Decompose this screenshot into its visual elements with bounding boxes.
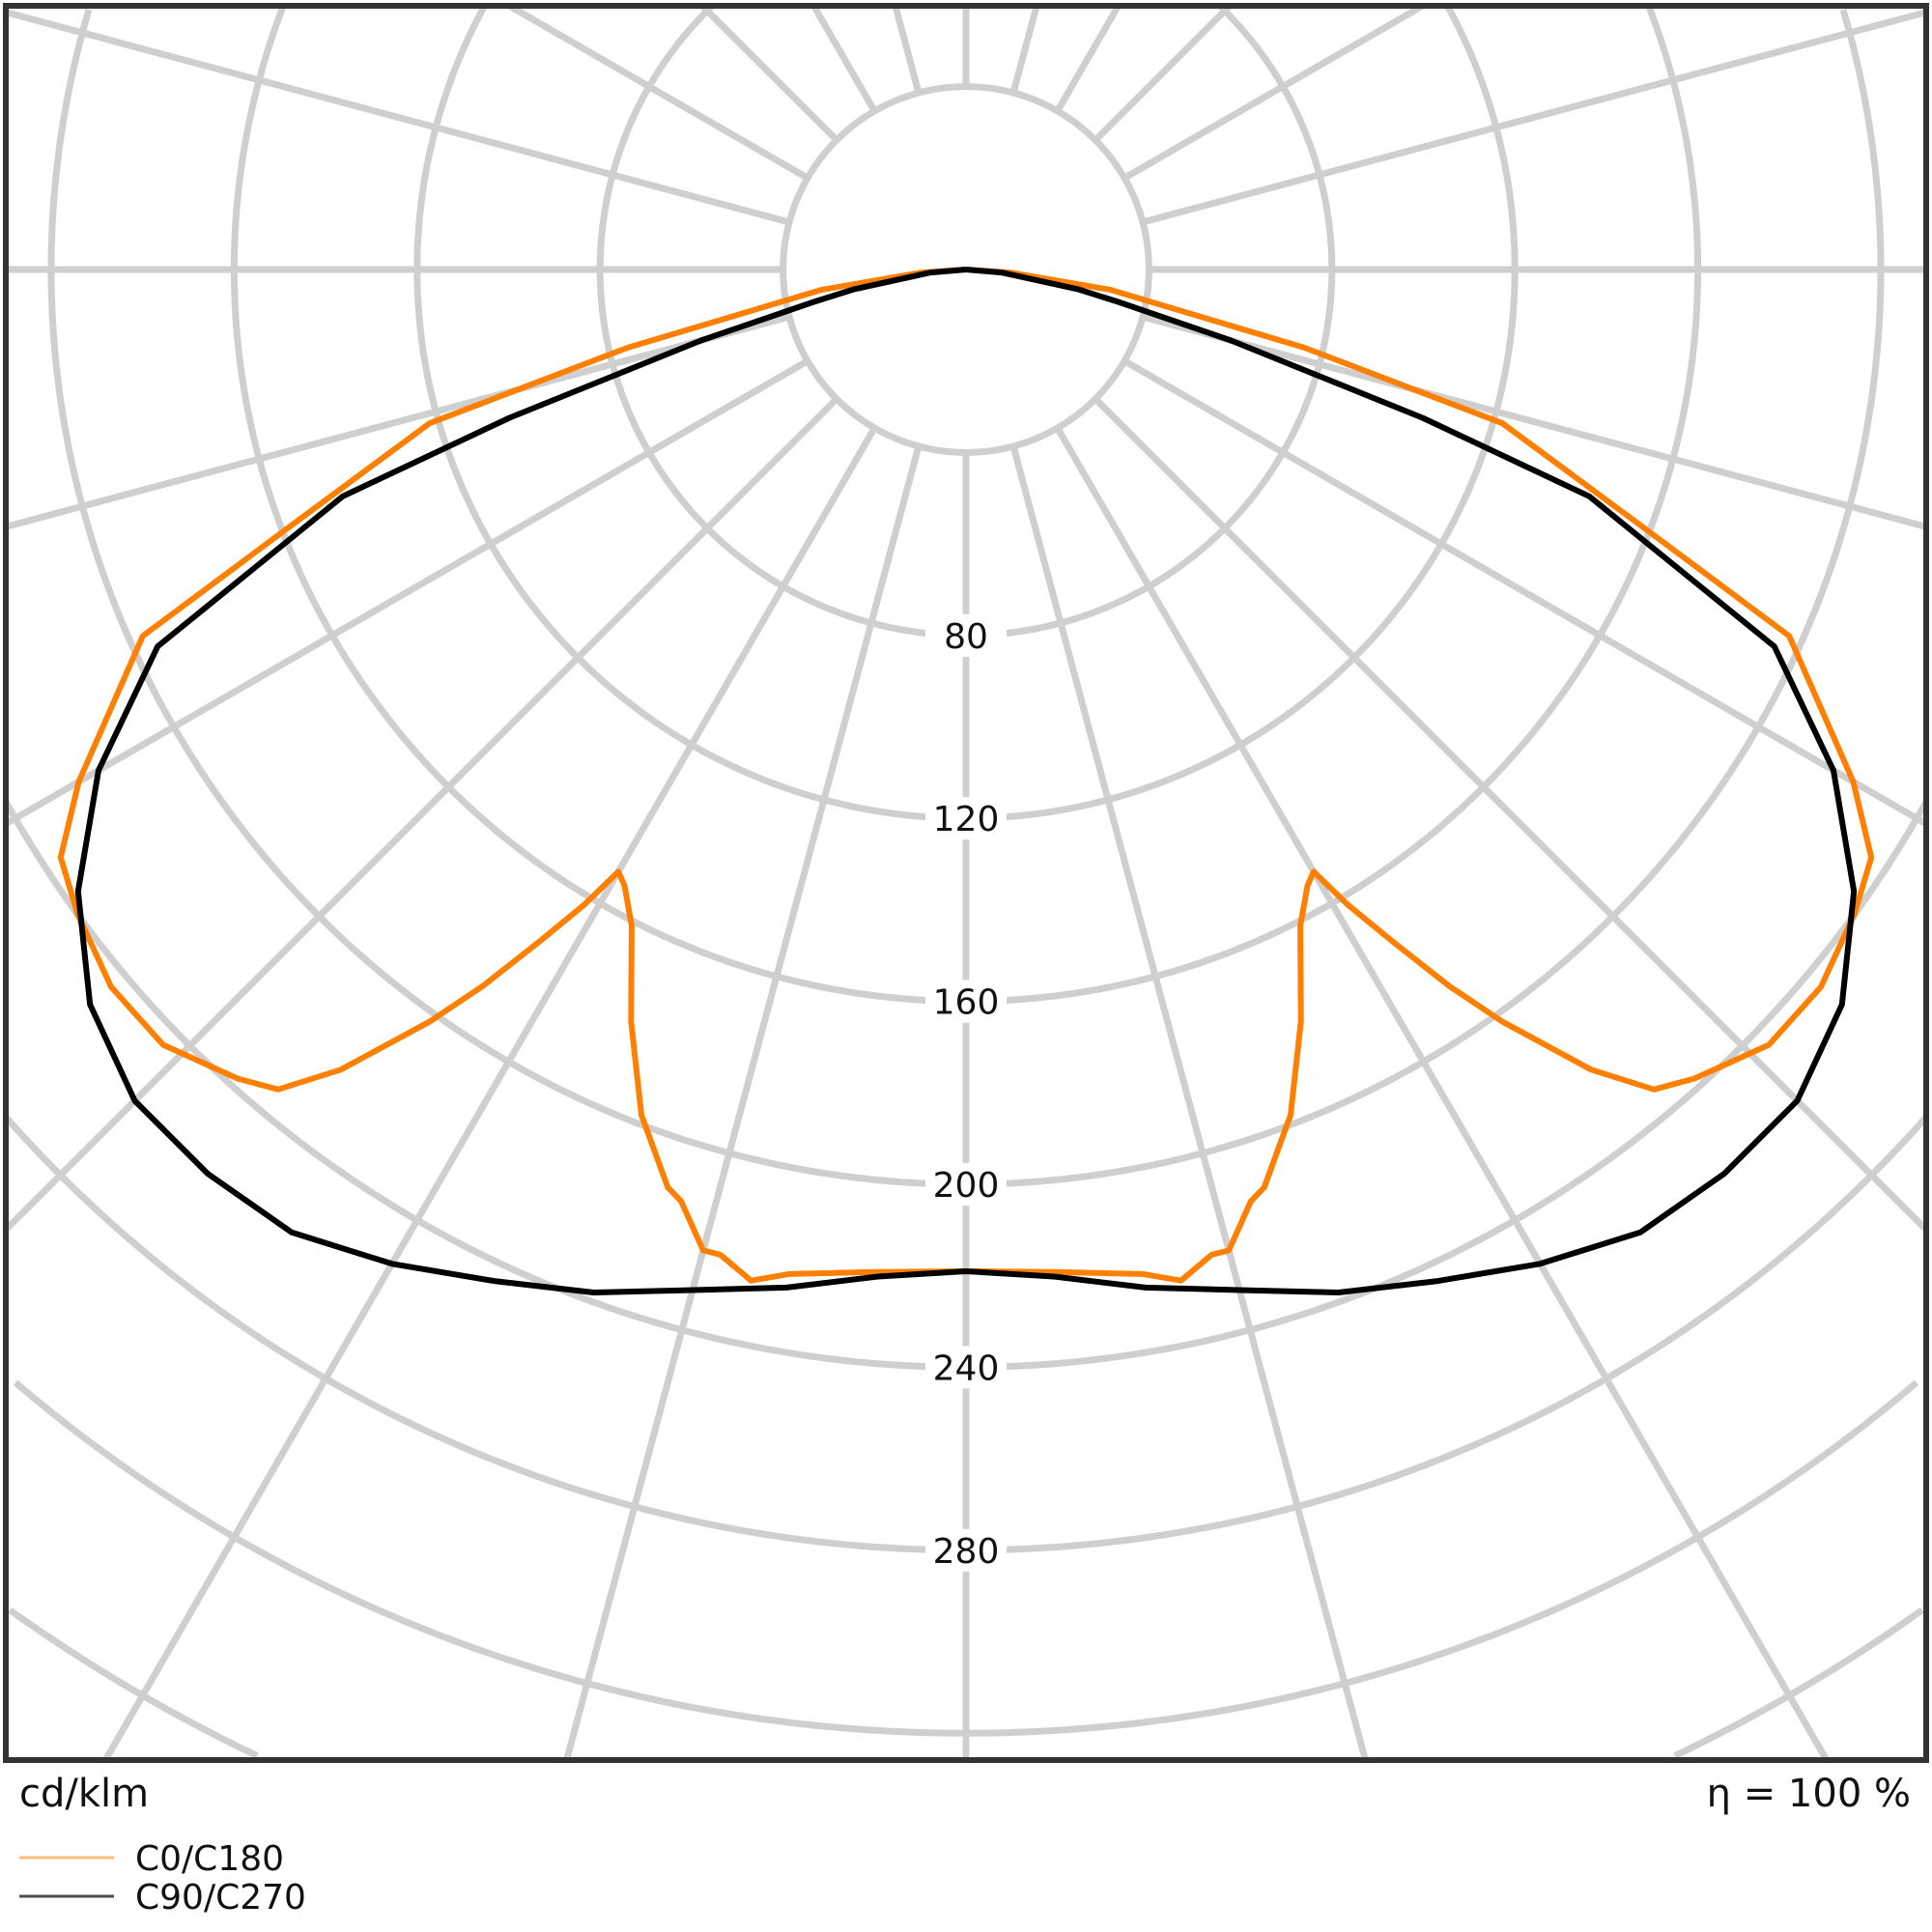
grid-spoke: [1054, 4, 1122, 113]
grid-spoke: [5, 313, 790, 530]
grid-spoke: [5, 9, 790, 226]
grid-ring: [413, 6, 966, 822]
grid-ring: [966, 6, 1519, 822]
tick-label-bg: [925, 1346, 1007, 1389]
radial-tick-labels: 80 120 160 200 240 280: [925, 613, 1007, 1572]
radial-tick-label: 280: [933, 1532, 1000, 1572]
legend: C0/C180 C90/C270: [19, 1839, 306, 1918]
plot-frame: [3, 3, 1929, 1763]
grid-spoke: [1009, 445, 1369, 1761]
grid-ring: [230, 6, 966, 1006]
grid-ring: [965, 1379, 1919, 1737]
grid-spoke: [563, 445, 923, 1761]
curve-c90-c270: [74, 267, 1858, 1295]
grid-ring: [966, 3, 1336, 639]
polar-grid: [3, 2, 1929, 1762]
grid-ring: [965, 1116, 1928, 1554]
grid-spoke: [4, 357, 810, 827]
tick-label-bg: [925, 1163, 1007, 1206]
unit-label: cd/klm: [19, 1772, 149, 1816]
legend-label-c0-c180: C0/C180: [135, 1839, 284, 1879]
radial-tick-label: 160: [933, 983, 1000, 1023]
tick-label-bg: [925, 797, 1007, 840]
grid-ring: [47, 9, 966, 1188]
tick-label-bg: [925, 613, 1007, 657]
grid-spoke: [1122, 2, 1425, 182]
grid-ring: [966, 6, 1702, 1006]
grid-ring: [3, 800, 966, 1371]
grid-ring: [966, 800, 1929, 1371]
tick-label-bg: [925, 980, 1007, 1023]
radial-tick-label: 240: [933, 1349, 1000, 1388]
grid-ring: [8, 1606, 259, 1759]
grid-spoke: [810, 4, 878, 113]
radial-tick-label: 120: [933, 800, 1000, 839]
curves: [57, 267, 1875, 1295]
grid-ring: [1673, 1606, 1924, 1759]
grid-spoke: [1142, 313, 1927, 530]
grid-spoke: [1054, 426, 1830, 1762]
grid-ring: [4, 1116, 967, 1554]
radial-tick-label: 80: [944, 617, 988, 657]
radial-tick-label: 200: [933, 1166, 1000, 1206]
grid-ring: [966, 9, 1885, 1188]
grid-ring: [13, 1379, 967, 1737]
grid-spoke: [1093, 3, 1233, 143]
grid-spoke: [507, 2, 810, 182]
grid-spoke: [892, 5, 923, 94]
grid-spoke: [3, 396, 839, 1233]
grid-ring: [596, 3, 966, 639]
efficiency-label: η = 100 %: [1707, 1772, 1911, 1816]
tick-label-bg: [925, 1528, 1007, 1572]
grid-spoke: [1093, 396, 1929, 1233]
legend-label-c90-c270: C90/C270: [135, 1878, 306, 1918]
grid-spoke: [699, 3, 839, 143]
grid-spoke: [1142, 9, 1927, 226]
grid-spoke: [1122, 357, 1928, 827]
grid-spoke: [102, 426, 878, 1762]
grid-spoke: [1009, 5, 1040, 94]
